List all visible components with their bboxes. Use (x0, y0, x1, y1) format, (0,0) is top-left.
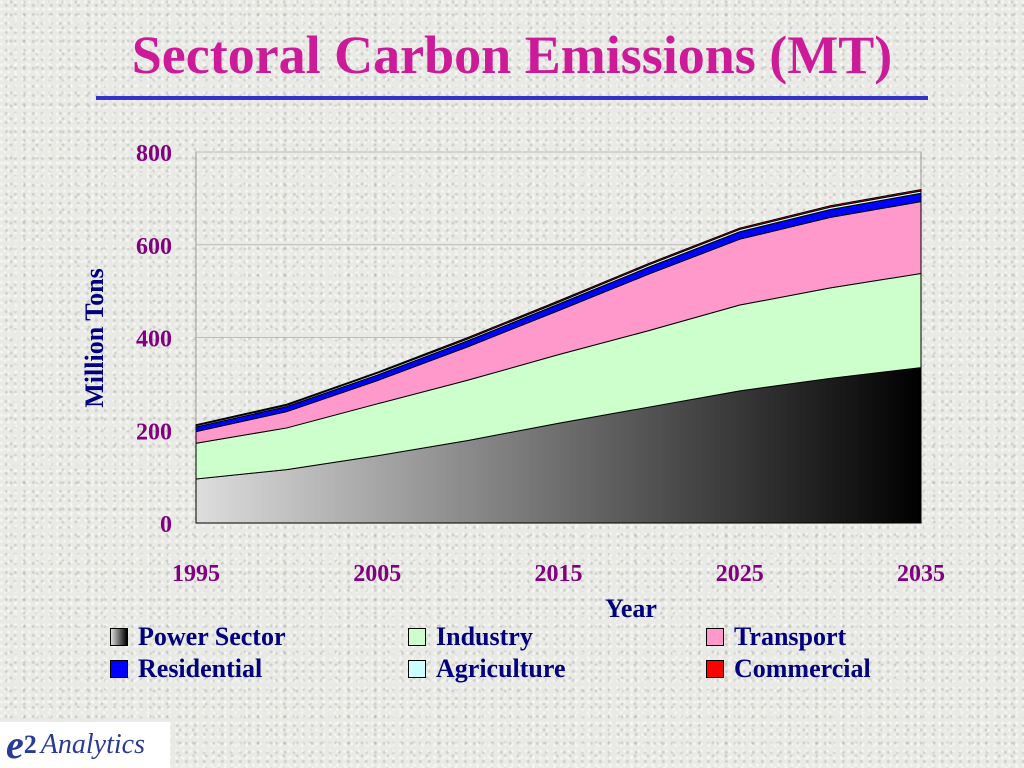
legend-item-commercial: Commercial (706, 654, 930, 684)
y-tick-800: 800 (136, 141, 172, 167)
legend-swatch-residential (110, 660, 128, 678)
x-tick-1995: 1995 (172, 561, 220, 587)
legend-item-transport: Transport (706, 622, 930, 652)
title-underline (96, 96, 928, 100)
x-tick-labels: 1995 2005 2015 2025 2035 (172, 561, 945, 587)
legend-swatch-industry (408, 628, 426, 646)
y-axis-title: Million Tons (80, 268, 109, 407)
area-commercial (195, 188, 922, 427)
legend-swatch-commercial (706, 660, 724, 678)
y-tick-200: 200 (136, 419, 172, 445)
legend-swatch-power-sector (110, 628, 128, 646)
legend-label-residential: Residential (138, 654, 263, 683)
legend-item-industry: Industry (408, 622, 706, 652)
legend-item-residential: Residential (110, 654, 408, 684)
legend: Power Sector Industry Transport Residential… (110, 622, 930, 684)
logo-text: Analytics (40, 729, 145, 760)
x-tick-2005: 2005 (353, 561, 401, 587)
legend-item-power-sector: Power Sector (110, 622, 408, 652)
x-tick-2035: 2035 (897, 561, 945, 587)
y-tick-400: 400 (136, 327, 172, 353)
legend-swatch-transport (706, 628, 724, 646)
legend-swatch-agriculture (408, 660, 426, 678)
y-tick-0: 0 (160, 512, 172, 538)
legend-label-transport: Transport (734, 622, 847, 651)
legend-label-commercial: Commercial (734, 654, 871, 683)
legend-item-agriculture: Agriculture (408, 654, 706, 684)
chart-title: Sectoral Carbon Emissions (MT) (131, 25, 893, 85)
x-tick-2015: 2015 (535, 561, 583, 587)
legend-label-agriculture: Agriculture (436, 654, 566, 683)
series-areas (195, 188, 922, 524)
legend-label-industry: Industry (436, 622, 533, 651)
y-tick-600: 600 (136, 234, 172, 260)
y-tick-labels: 0 200 400 600 800 (136, 141, 172, 538)
logo-mark: e (6, 722, 24, 767)
x-axis-title: Year (605, 594, 657, 623)
x-tick-2025: 2025 (716, 561, 764, 587)
legend-label-power-sector: Power Sector (138, 622, 286, 651)
